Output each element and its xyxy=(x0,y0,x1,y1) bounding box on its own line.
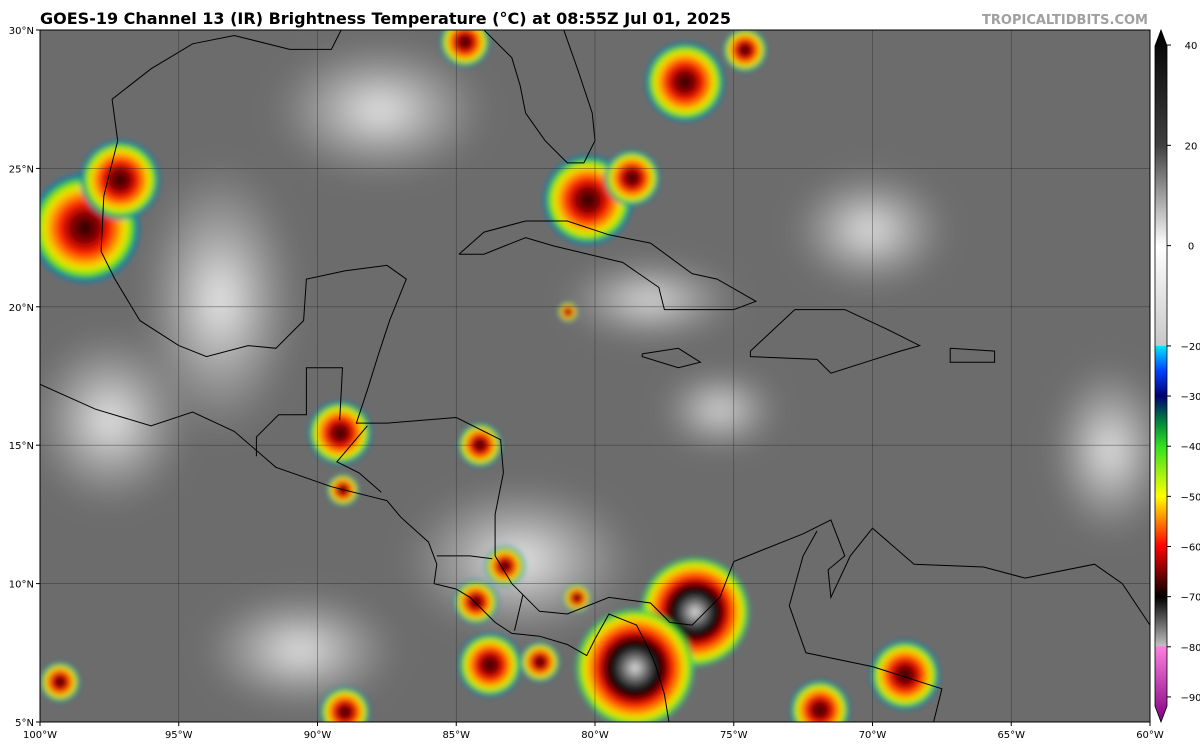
lat-label: 15°N xyxy=(9,441,34,452)
lon-label: 60°W xyxy=(1136,730,1164,741)
lon-label: 75°W xyxy=(720,730,748,741)
coastline xyxy=(641,347,702,369)
colorbar-label: −50 xyxy=(1180,492,1200,503)
lon-label: 80°W xyxy=(581,730,609,741)
colorbar-label: −20 xyxy=(1180,342,1200,353)
colorbar-label: 40 xyxy=(1185,41,1198,52)
credit: TROPICALTIDBITS.COM xyxy=(982,13,1148,28)
lon-label: 85°W xyxy=(442,730,470,741)
coastline xyxy=(40,383,670,722)
coastline xyxy=(436,555,493,560)
lon-label: 70°W xyxy=(859,730,887,741)
lat-label: 10°N xyxy=(9,580,34,591)
lon-label: 65°W xyxy=(997,730,1025,741)
title: GOES-19 Channel 13 (IR) Brightness Tempe… xyxy=(40,9,731,28)
coastlines xyxy=(40,30,1150,722)
coastline xyxy=(255,367,344,457)
coastline xyxy=(749,309,922,374)
coastline xyxy=(514,594,524,631)
lon-label: 95°W xyxy=(165,730,193,741)
lon-label: 100°W xyxy=(23,730,57,741)
colorbar xyxy=(1154,28,1168,724)
lon-label: 90°W xyxy=(304,730,332,741)
coastline xyxy=(100,30,1150,626)
colorbar-label: −30 xyxy=(1180,392,1200,403)
colorbar-label: −70 xyxy=(1180,593,1200,604)
coastline xyxy=(788,530,943,722)
colorbar-label: −60 xyxy=(1180,542,1200,553)
colorbar-label: 0 xyxy=(1188,242,1194,253)
coastline xyxy=(336,425,382,493)
coastline xyxy=(483,30,596,164)
colorbar-label: −80 xyxy=(1180,643,1200,654)
map xyxy=(40,30,1150,722)
lat-label: 5°N xyxy=(15,718,34,729)
lat-label: 20°N xyxy=(9,303,34,314)
coastline xyxy=(949,347,996,363)
lat-label: 30°N xyxy=(9,26,34,37)
lat-label: 25°N xyxy=(9,164,34,175)
coastline xyxy=(458,220,758,311)
colorbar-label: −40 xyxy=(1180,442,1200,453)
colorbar-label: 20 xyxy=(1185,141,1198,152)
colorbar-label: −90 xyxy=(1180,693,1200,704)
convection xyxy=(40,30,940,722)
